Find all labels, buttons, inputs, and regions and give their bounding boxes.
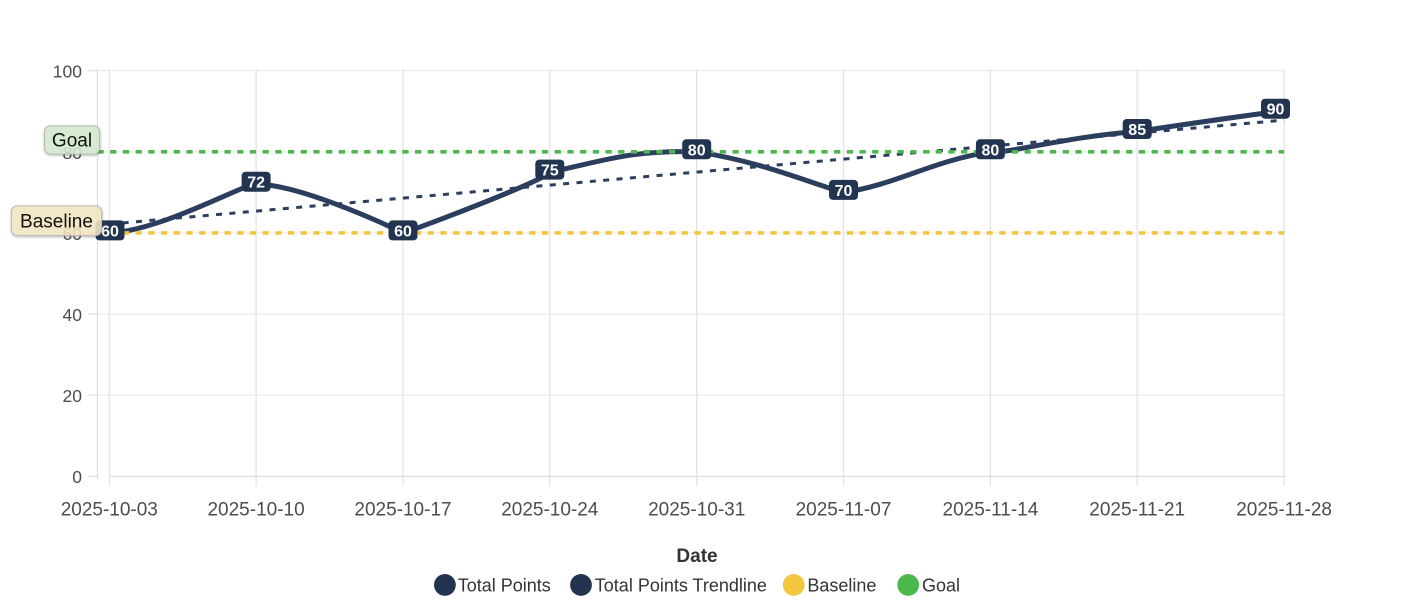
svg-text:90: 90 bbox=[1267, 102, 1285, 119]
svg-text:2025-11-07: 2025-11-07 bbox=[796, 500, 892, 521]
svg-text:Date: Date bbox=[676, 546, 717, 567]
svg-text:75: 75 bbox=[541, 163, 559, 180]
svg-text:2025-10-17: 2025-10-17 bbox=[354, 500, 451, 521]
svg-text:2025-11-21: 2025-11-21 bbox=[1089, 500, 1185, 521]
svg-text:70: 70 bbox=[835, 183, 853, 200]
svg-text:72: 72 bbox=[247, 175, 265, 192]
svg-text:2025-11-14: 2025-11-14 bbox=[943, 500, 1039, 521]
svg-text:2025-10-10: 2025-10-10 bbox=[207, 500, 304, 521]
svg-text:Baseline: Baseline bbox=[20, 211, 93, 232]
svg-text:2025-11-28: 2025-11-28 bbox=[1236, 500, 1332, 521]
svg-text:85: 85 bbox=[1128, 122, 1146, 139]
svg-text:2025-10-03: 2025-10-03 bbox=[61, 500, 158, 521]
svg-text:20: 20 bbox=[63, 386, 83, 406]
svg-text:2025-10-24: 2025-10-24 bbox=[501, 500, 599, 521]
svg-text:80: 80 bbox=[982, 142, 1000, 159]
svg-text:2025-10-31: 2025-10-31 bbox=[648, 500, 745, 521]
svg-text:Total Points: Total Points bbox=[458, 575, 551, 595]
svg-text:60: 60 bbox=[394, 223, 412, 240]
svg-text:Baseline: Baseline bbox=[807, 575, 876, 595]
svg-text:Goal: Goal bbox=[922, 575, 960, 595]
svg-text:Total Points Trendline: Total Points Trendline bbox=[595, 575, 767, 595]
svg-text:100: 100 bbox=[53, 62, 82, 82]
svg-text:60: 60 bbox=[101, 223, 119, 240]
svg-text:80: 80 bbox=[688, 142, 706, 159]
svg-text:0: 0 bbox=[72, 467, 82, 487]
svg-text:40: 40 bbox=[63, 305, 83, 325]
svg-text:Goal: Goal bbox=[52, 131, 92, 152]
